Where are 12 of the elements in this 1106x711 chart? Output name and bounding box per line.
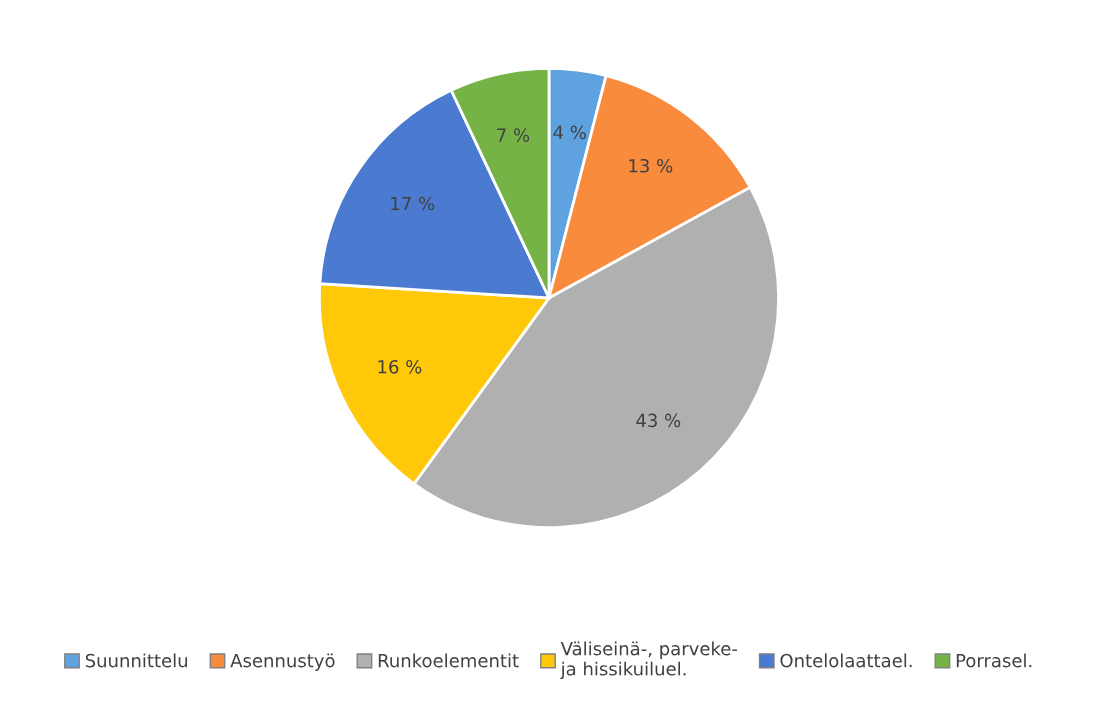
data-label: 43 %: [636, 413, 681, 428]
data-label: 17 %: [391, 196, 435, 211]
legend-label: Runkoelementit: [378, 653, 519, 668]
legend-label: Väliseinä-, parveke- ja hissikuiluel.: [560, 641, 737, 680]
legend-label: Ontelolaattael.: [780, 653, 912, 668]
legend-label: Porrasel.: [956, 653, 1032, 668]
data-label: 4 %: [553, 125, 586, 140]
data-label: 7 %: [497, 128, 530, 142]
data-label: 13 %: [629, 158, 673, 173]
data-label: 16 %: [378, 359, 422, 374]
legend-label: Asennustyö: [230, 653, 335, 671]
legend-label: Suunnittelu: [85, 653, 187, 668]
